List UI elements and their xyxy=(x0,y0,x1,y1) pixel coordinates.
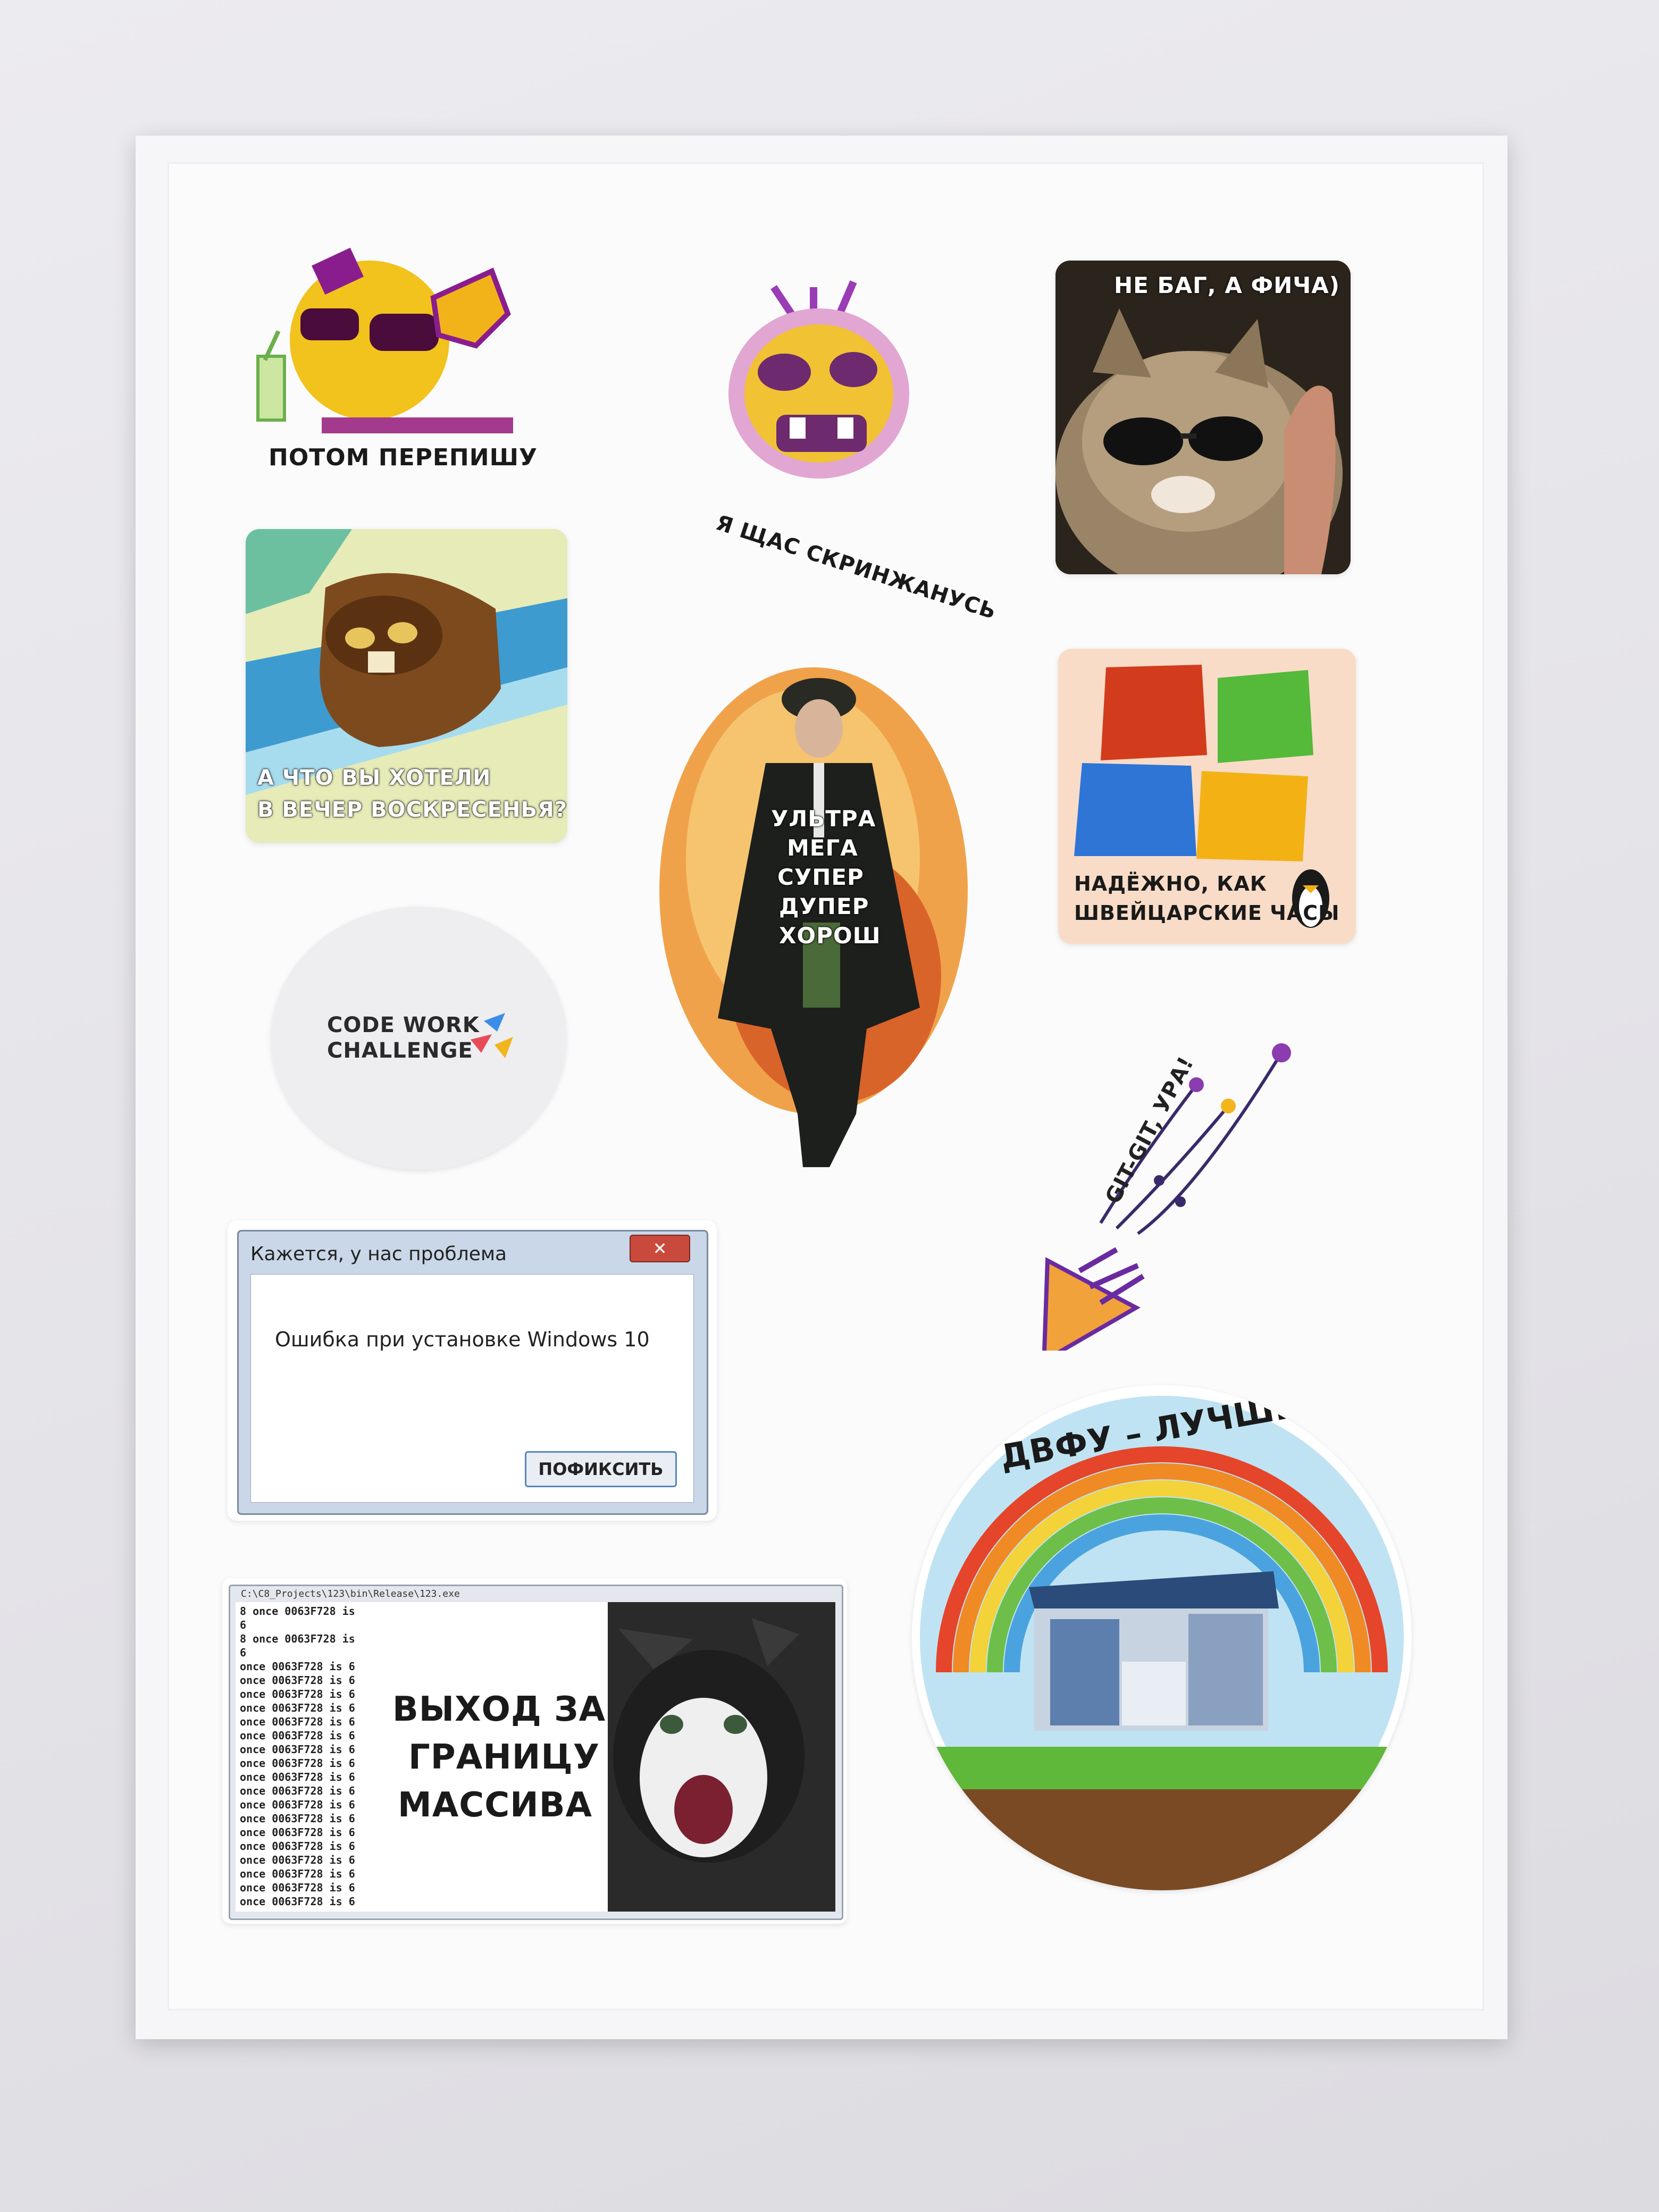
console-line: once 0063F728 is 6 xyxy=(240,1757,355,1770)
caption-ultra-4: ДУПЕР xyxy=(779,893,869,919)
sticker-later-rewrite: ПОТОМ ПЕРЕПИШУ xyxy=(242,234,593,484)
array-line1: ВЫХОД ЗА xyxy=(392,1690,606,1729)
dialog-frame: Кажется, у нас проблема ✕ Ошибка при уст… xyxy=(237,1230,708,1515)
console-line: once 0063F728 is 6 xyxy=(240,1660,355,1673)
dialog-body: Ошибка при установке Windows 10 ПОФИКСИТ… xyxy=(250,1274,694,1503)
windows-logo-icon xyxy=(1058,649,1356,944)
console-line: 8 once 0063F728 is 6 xyxy=(240,1632,355,1659)
console-line: once 0063F728 is 6 xyxy=(240,1854,355,1866)
git-branches-party-icon xyxy=(1042,1043,1291,1351)
caption-windows-line2: ШВЕЙЦАРСКИЕ ЧАСЫ xyxy=(1074,901,1340,925)
screaming-cat-photo xyxy=(608,1602,835,1912)
console-title: C:\C8_Projects\123\bin\Release\123.exe xyxy=(241,1588,460,1599)
console-line: once 0063F728 is 6 xyxy=(240,1881,355,1894)
sticker-cringe: Я ЩАС СКРИНЖАНУСЬ xyxy=(683,266,999,624)
console-body: 8 once 0063F728 is 6 8 once 0063F728 is … xyxy=(236,1602,835,1912)
dialog-close-button[interactable]: ✕ xyxy=(630,1235,690,1262)
console-line: once 0063F728 is 6 xyxy=(240,1798,355,1811)
console-line: once 0063F728 is 6 xyxy=(240,1784,355,1797)
console-line: once 0063F728 is 6 xyxy=(240,1826,355,1839)
sticker-dvfu: ДВФУ – ЛУЧШИЙ ВУЗ xyxy=(912,1385,1412,1890)
caption-ultra-1: УЛЬТРА xyxy=(771,806,876,832)
pixel-emoji-icon xyxy=(256,247,513,433)
array-line2: ГРАНИЦУ xyxy=(408,1738,600,1777)
caption-ultra-2: МЕГА xyxy=(787,835,858,861)
dialog-title: Кажется, у нас проблема xyxy=(250,1243,507,1265)
code-work-line2: CHALLENGE xyxy=(327,1038,473,1063)
console-line: once 0063F728 is 6 xyxy=(240,1812,355,1825)
cringe-face-icon xyxy=(728,280,909,479)
console-line: once 0063F728 is 6 xyxy=(240,1702,355,1714)
console-line: once 0063F728 is 6 xyxy=(240,1715,355,1728)
console-line: once 0063F728 is 6 xyxy=(240,1729,355,1742)
fix-button[interactable]: ПОФИКСИТЬ xyxy=(525,1451,677,1487)
console-window: C:\C8_Projects\123\bin\Release\123.exe 8… xyxy=(229,1585,843,1920)
caption-feature-cat: НЕ БАГ, А ФИЧА) xyxy=(1114,272,1340,298)
sticker-array-overflow: C:\C8_Projects\123\bin\Release\123.exe 8… xyxy=(222,1578,847,1924)
pixel-beaver-image xyxy=(246,529,567,843)
console-line: once 0063F728 is 6 xyxy=(240,1895,355,1907)
console-line: once 0063F728 is 6 xyxy=(240,1771,355,1783)
caption-ultra-3: СУПЕР xyxy=(777,864,864,890)
university-rainbow-image xyxy=(912,1396,1412,1890)
cat-in-sunglasses-photo xyxy=(1055,261,1351,574)
dialog-message: Ошибка при установке Windows 10 xyxy=(275,1328,650,1351)
sticker-error-dialog: Кажется, у нас проблема ✕ Ошибка при уст… xyxy=(228,1220,717,1521)
console-line: once 0063F728 is 6 xyxy=(240,1688,355,1700)
sticker-git: GIT-GIT, УРА! xyxy=(984,1021,1303,1351)
console-line: 8 once 0063F728 is 6 xyxy=(240,1605,355,1631)
console-line: once 0063F728 is 6 xyxy=(240,1867,355,1880)
caption-beaver-line1: А ЧТО ВЫ ХОТЕЛИ xyxy=(257,766,491,790)
code-work-line1: CODE WORK xyxy=(327,1013,480,1037)
caption-ultra-5: ХОРОШ xyxy=(779,923,881,949)
sticker-feature-cat: НЕ БАГ, А ФИЧА) xyxy=(1055,261,1351,574)
walking-man-explosion-image xyxy=(659,667,968,1167)
console-line: once 0063F728 is 6 xyxy=(240,1840,355,1853)
console-line: once 0063F728 is 6 xyxy=(240,1743,355,1756)
caption-beaver-line2: В ВЕЧЕР ВОСКРЕСЕНЬЯ? xyxy=(257,798,567,822)
caption-later-rewrite: ПОТОМ ПЕРЕПИШУ xyxy=(269,444,538,471)
sticker-ultra: УЛЬТРА МЕГА СУПЕР ДУПЕР ХОРОШ xyxy=(643,635,994,1180)
array-line3: МАССИВА xyxy=(398,1786,593,1825)
sticker-beaver: А ЧТО ВЫ ХОТЕЛИ В ВЕЧЕР ВОСКРЕСЕНЬЯ? xyxy=(246,529,567,843)
sticker-code-work-challenge: CODE WORK CHALLENGE xyxy=(271,907,566,1170)
triangles-logo-icon xyxy=(471,1013,513,1058)
console-output: 8 once 0063F728 is 6 8 once 0063F728 is … xyxy=(240,1604,367,1907)
caption-windows-line1: НАДЁЖНО, КАК xyxy=(1074,872,1267,895)
console-line: once 0063F728 is 6 xyxy=(240,1674,355,1687)
sticker-windows-logo: НАДЁЖНО, КАК ШВЕЙЦАРСКИЕ ЧАСЫ xyxy=(1058,649,1356,944)
